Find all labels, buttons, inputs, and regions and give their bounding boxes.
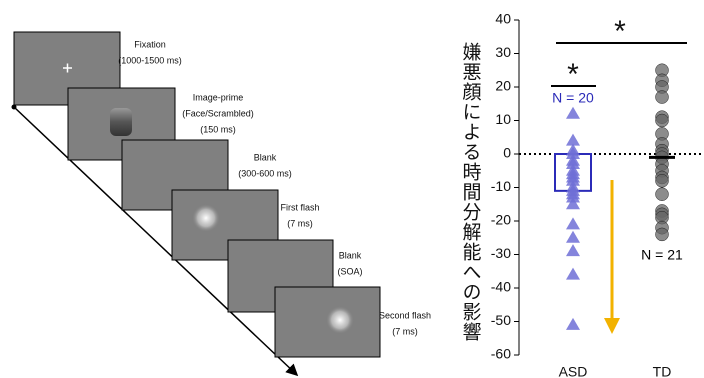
data-point (656, 174, 669, 187)
y-tick-label: -60 (491, 346, 511, 362)
frame-label: (1000-1500 ms) (118, 55, 182, 65)
frame-label: Blank (339, 250, 362, 260)
frame-label: Image-prime (193, 92, 244, 102)
data-point (566, 231, 580, 243)
data-point (656, 91, 669, 104)
figure: Fixation (1000-1500 ms) Image-prime (Face/S… (0, 0, 704, 378)
frame-label: (300-600 ms) (238, 168, 292, 178)
significance-star: * (614, 15, 626, 48)
annotation: N = 21 (641, 247, 683, 263)
y-tick-label: 10 (495, 111, 511, 127)
y-tick-label: -20 (491, 212, 511, 228)
highlight-arrow-head (604, 318, 620, 334)
flash (326, 306, 354, 334)
frame-label: (SOA) (337, 266, 362, 276)
y-tick-label: 0 (503, 145, 511, 161)
frame-label: (7 ms) (287, 218, 313, 228)
y-axis-label: 嫌悪顔による時間分解能への影響 (460, 42, 482, 342)
data-point (656, 188, 669, 201)
y-tick-label: 20 (495, 78, 511, 94)
frame-label: (7 ms) (392, 326, 418, 336)
y-tick-label: -30 (491, 245, 511, 261)
data-point (566, 107, 580, 119)
frame-label: Second flash (379, 310, 431, 320)
frame-label: Fixation (134, 39, 166, 49)
data-point (566, 244, 580, 256)
data-point (656, 228, 669, 241)
x-tick-label: ASD (559, 364, 588, 378)
y-tick-label: 30 (495, 44, 511, 60)
x-tick-label: TD (653, 364, 672, 378)
y-tick-label: -50 (491, 312, 511, 328)
y-tick-label: -40 (491, 279, 511, 295)
y-tick-label: 40 (495, 11, 511, 27)
data-point (656, 114, 669, 127)
significance-star: * (567, 58, 579, 91)
data-point (566, 217, 580, 229)
data-point (566, 318, 580, 330)
trial-diagram (12, 32, 381, 374)
flash (192, 204, 220, 232)
page: {"diagram": {"frames": [ {"lines": ["Fix… (0, 0, 704, 378)
frame-label: First flash (280, 202, 319, 212)
frame-label: Blank (254, 152, 277, 162)
y-tick-label: -10 (491, 178, 511, 194)
frame-label: (Face/Scrambled) (182, 108, 254, 118)
annotation: N = 20 (552, 90, 594, 106)
frame-label: (150 ms) (200, 124, 236, 134)
face-image (110, 108, 132, 136)
data-point (566, 268, 580, 280)
